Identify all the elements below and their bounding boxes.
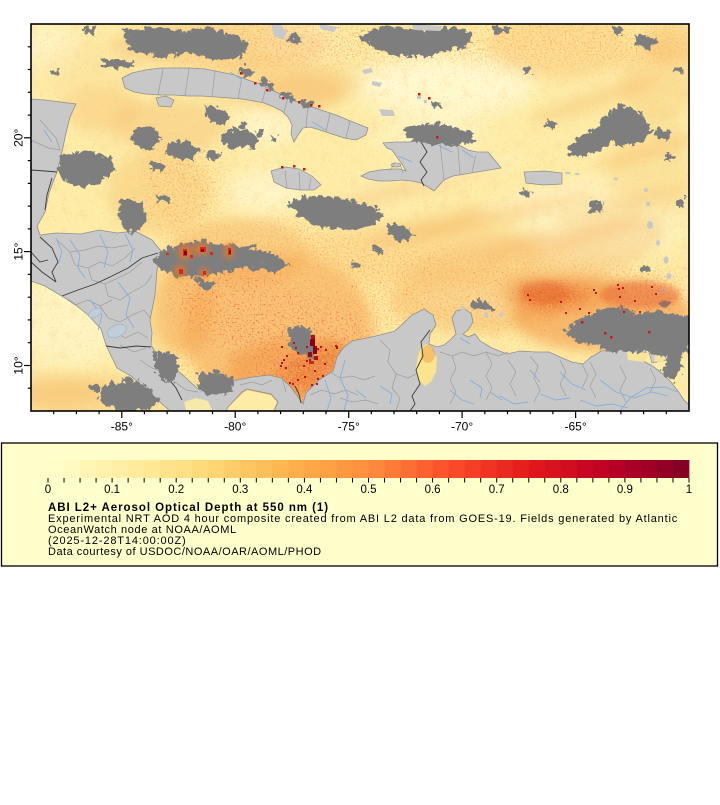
svg-text:OceanWatch node at NOAA/AOML: OceanWatch node at NOAA/AOML bbox=[48, 524, 237, 536]
svg-text:(2025-12-28T14:00:00Z): (2025-12-28T14:00:00Z) bbox=[48, 535, 187, 547]
svg-text:-85°: -85° bbox=[111, 420, 133, 434]
svg-text:Data courtesy of USDOC/NOAA/OA: Data courtesy of USDOC/NOAA/OAR/AOML/PHO… bbox=[48, 546, 322, 558]
svg-text:-65°: -65° bbox=[565, 420, 587, 434]
svg-text:-70°: -70° bbox=[451, 420, 473, 434]
svg-text:15°: 15° bbox=[12, 242, 26, 260]
svg-text:0.2: 0.2 bbox=[168, 484, 184, 496]
svg-text:1: 1 bbox=[686, 484, 692, 496]
svg-text:0.5: 0.5 bbox=[361, 484, 377, 496]
svg-text:0.9: 0.9 bbox=[617, 484, 633, 496]
svg-text:0.4: 0.4 bbox=[296, 484, 313, 496]
svg-text:0: 0 bbox=[45, 484, 51, 496]
svg-text:-75°: -75° bbox=[338, 420, 360, 434]
svg-text:ABI L2+ Aerosol Optical Depth: ABI L2+ Aerosol Optical Depth at 550 nm … bbox=[48, 502, 329, 514]
svg-text:0.3: 0.3 bbox=[232, 484, 248, 496]
svg-text:10°: 10° bbox=[12, 356, 26, 374]
svg-text:-80°: -80° bbox=[224, 420, 246, 434]
svg-text:0.1: 0.1 bbox=[104, 484, 120, 496]
svg-text:0.7: 0.7 bbox=[489, 484, 505, 496]
svg-text:20°: 20° bbox=[12, 129, 26, 147]
svg-text:0.6: 0.6 bbox=[425, 484, 441, 496]
svg-text:0.8: 0.8 bbox=[553, 484, 569, 496]
svg-text:Experimental NRT AOD 4 hour co: Experimental NRT AOD 4 hour composite cr… bbox=[48, 513, 678, 525]
